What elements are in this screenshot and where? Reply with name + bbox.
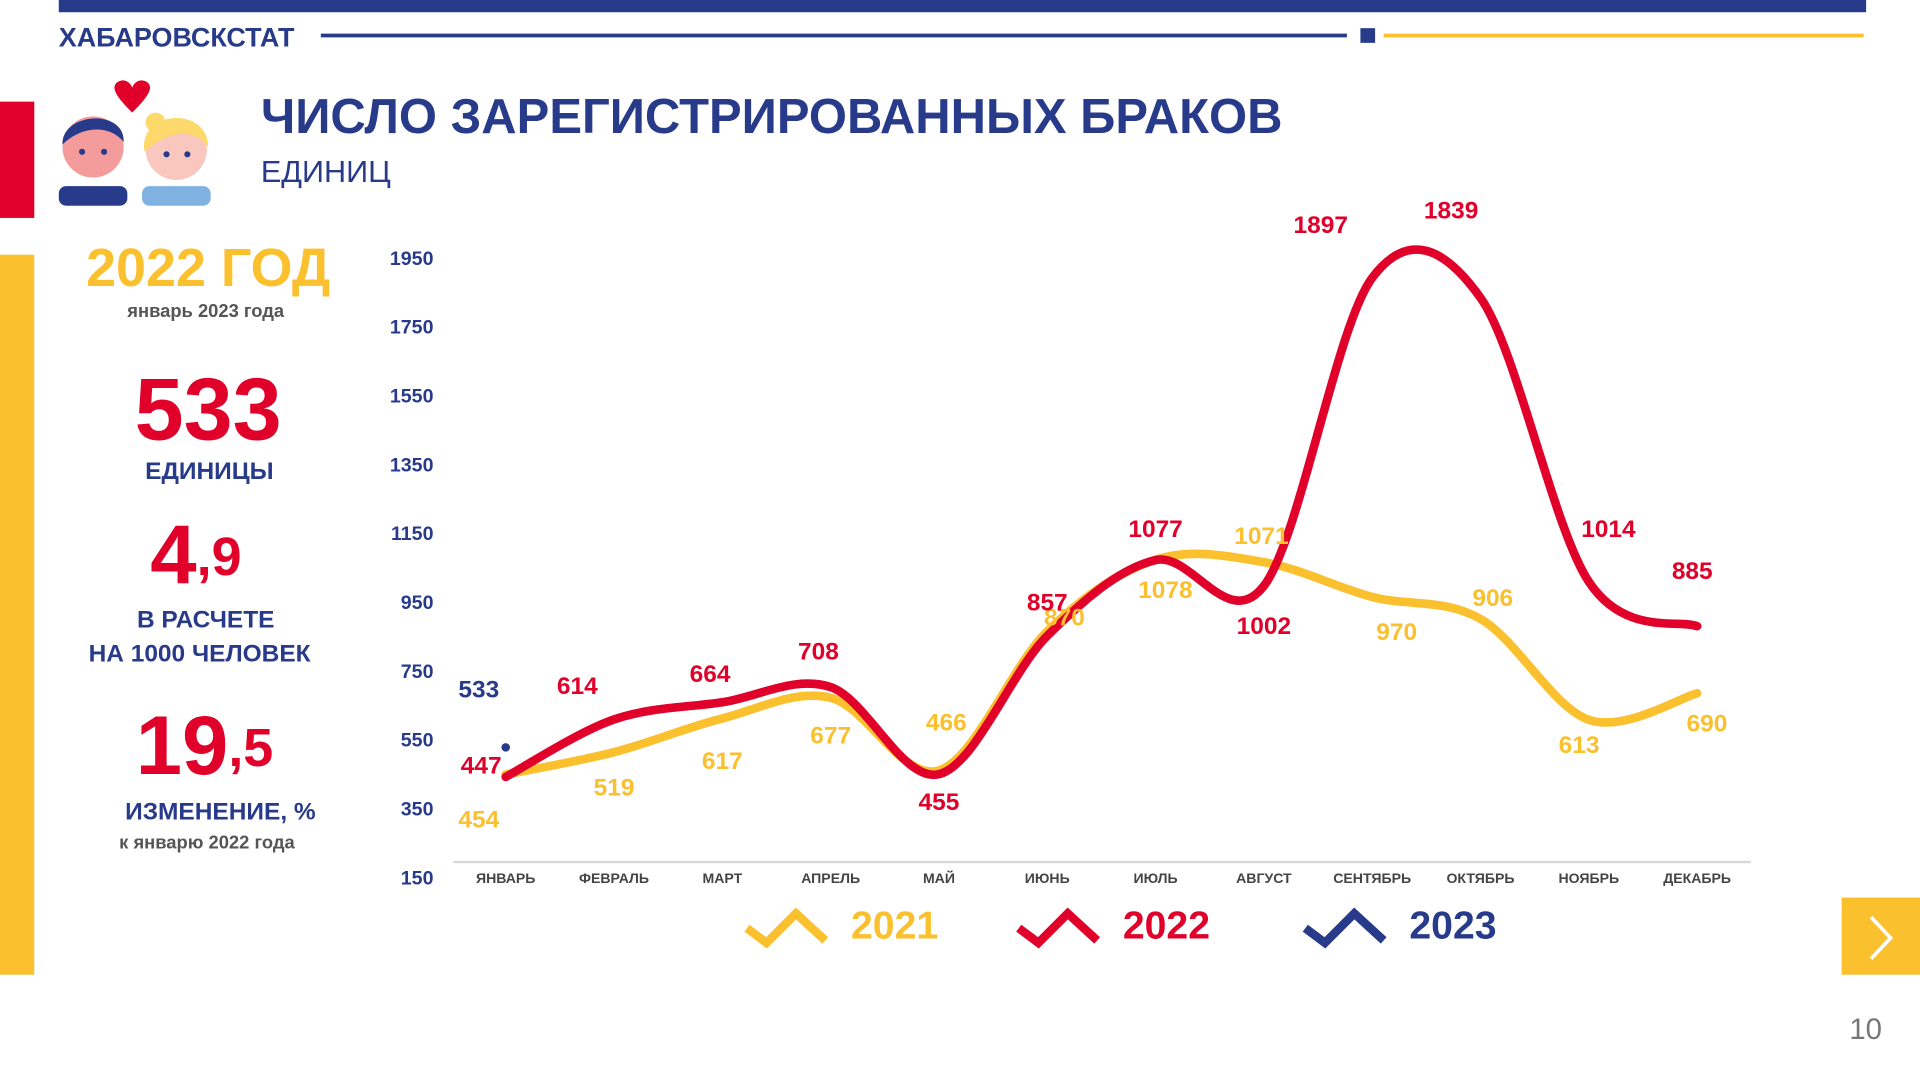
data-label: 677 [810, 722, 851, 749]
x-tick-label: АВГУСТ [1236, 870, 1292, 886]
x-tick-label: ФЕВРАЛЬ [579, 870, 649, 886]
data-label: 1071 [1234, 523, 1288, 550]
next-button[interactable] [1841, 897, 1920, 975]
y-tick-label: 750 [401, 661, 434, 683]
x-tick-label: МАЙ [923, 869, 955, 886]
data-label: 533 [458, 676, 499, 703]
page-number: 10 [1849, 1013, 1882, 1046]
rate-line: В РАСЧЕТЕ [137, 606, 275, 633]
change-fraction: ,5 [228, 718, 273, 778]
data-label: 455 [919, 789, 960, 816]
data-label: 454 [458, 807, 499, 834]
x-tick-label: ДЕКАБРЬ [1663, 870, 1731, 886]
data-label: 1002 [1237, 613, 1291, 640]
legend-swatch [1016, 907, 1101, 949]
legend-label: 2021 [851, 905, 938, 948]
couple-icon [58, 80, 211, 206]
y-tick-label: 350 [401, 799, 434, 821]
data-label: 613 [1559, 732, 1600, 759]
data-label: 447 [461, 753, 502, 780]
y-tick-label: 150 [401, 867, 434, 889]
accent-yellow [0, 254, 35, 975]
summary-rate: 4,9 [150, 508, 241, 601]
summary-change: 19,5 [136, 699, 274, 792]
y-tick-label: 950 [401, 592, 434, 614]
title: ЧИСЛО ЗАРЕГИСТРИРОВАННЫХ БРАКОВ [261, 90, 1283, 144]
x-tick-label: НОЯБРЬ [1558, 870, 1619, 886]
data-label: 708 [798, 638, 839, 665]
data-label: 970 [1376, 619, 1417, 646]
data-label: 519 [594, 774, 635, 801]
rate-line: НА 1000 ЧЕЛОВЕК [89, 641, 311, 668]
rate-fraction: ,9 [197, 527, 242, 587]
x-tick-label: ОКТЯБРЬ [1446, 870, 1514, 886]
x-tick-label: ИЮНЬ [1025, 870, 1070, 886]
series-line [501, 245, 1702, 782]
summary-count-unit: ЕДИНИЦЫ [145, 458, 273, 485]
legend-label: 2022 [1123, 905, 1210, 948]
y-tick-label: 1950 [390, 248, 434, 270]
data-label: 1077 [1128, 516, 1182, 543]
data-label: 1897 [1294, 212, 1348, 239]
x-tick-label: СЕНТЯБРЬ [1333, 870, 1411, 886]
next-arrow [1869, 915, 1894, 961]
x-tick-label: МАРТ [702, 870, 742, 886]
summary-year: 2022 ГОД [86, 238, 330, 298]
y-tick-label: 1750 [390, 317, 434, 339]
plot [501, 245, 1702, 782]
data-label: 885 [1672, 558, 1713, 585]
data-label: 906 [1472, 585, 1513, 612]
header-square [1360, 28, 1376, 43]
y-tick-label: 550 [401, 730, 434, 752]
data-label: 690 [1687, 711, 1728, 738]
x-tick-label: ЯНВАРЬ [476, 870, 535, 886]
data-label: 1839 [1424, 198, 1478, 225]
rate-integer: 4 [150, 508, 196, 601]
subtitle: ЕДИНИЦ [261, 155, 391, 189]
y-tick-label: 1550 [390, 385, 434, 407]
agency: ХАБАРОВСКСТАТ [59, 22, 295, 52]
x-tick-label: АПРЕЛЬ [801, 870, 860, 886]
data-label: 614 [557, 673, 598, 700]
accent-red [0, 101, 35, 218]
y-tick-label: 1350 [390, 454, 434, 476]
series-point [501, 743, 510, 752]
summary-count: 533 [135, 360, 282, 459]
data-label: 466 [926, 709, 967, 736]
change-note: к январю 2022 года [119, 832, 295, 853]
change-integer: 19 [136, 699, 229, 792]
legend-swatch [1302, 907, 1387, 949]
summary-period: январь 2023 года [126, 300, 285, 321]
change-label: ИЗМЕНЕНИЕ, % [125, 799, 316, 826]
legend-label: 2023 [1409, 905, 1496, 948]
x-tick-label: ИЮЛЬ [1134, 870, 1178, 886]
data-label: 857 [1027, 589, 1068, 616]
data-label: 870 [1044, 605, 1085, 632]
y-tick-label: 1150 [391, 523, 434, 545]
data-label: 664 [690, 661, 731, 688]
data-label: 1014 [1581, 516, 1636, 543]
top-bar [58, 0, 1867, 13]
legend-swatch [744, 907, 829, 949]
data-label: 1078 [1138, 577, 1192, 604]
data-label: 617 [702, 748, 743, 775]
